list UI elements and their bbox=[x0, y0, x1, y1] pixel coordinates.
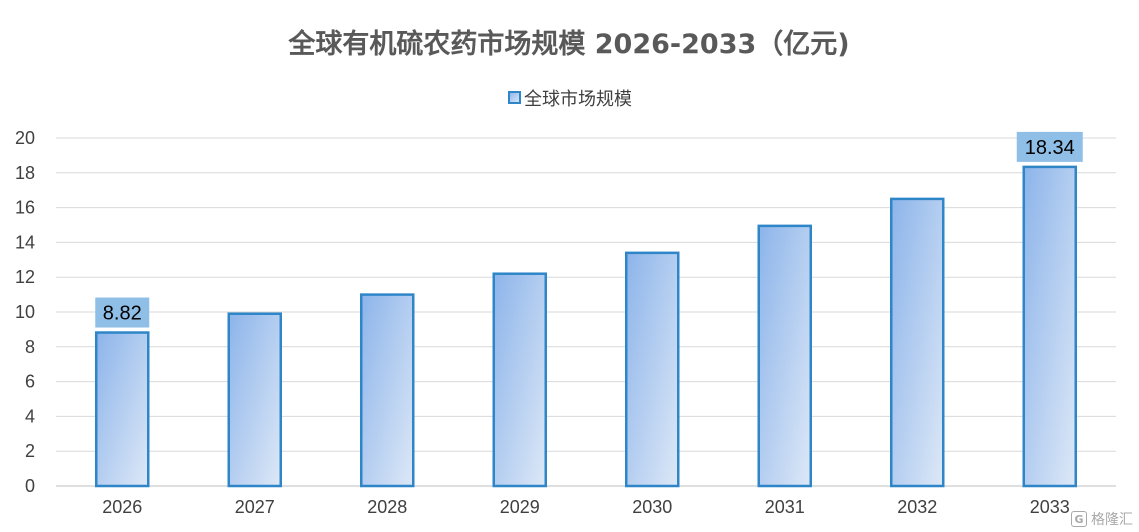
legend: 全球市场规模 bbox=[508, 89, 632, 110]
legend-label: 全球市场规模 bbox=[524, 89, 632, 110]
bar-2026 bbox=[95, 331, 150, 488]
g-logo-icon: G bbox=[1071, 511, 1087, 527]
watermark: G 格隆汇 bbox=[1071, 509, 1133, 529]
y-tick-label: 2 bbox=[25, 441, 35, 461]
bar-2030 bbox=[625, 251, 680, 488]
bars bbox=[95, 165, 1077, 488]
bar-2033 bbox=[1022, 165, 1077, 488]
y-tick-label: 0 bbox=[25, 476, 35, 496]
watermark-text: 格隆汇 bbox=[1091, 512, 1133, 528]
chart-title: 全球有机硫农药市场规模 2026-2033（亿元) bbox=[287, 28, 849, 60]
x-axis-ticks: 2026 2027 2028 2029 2030 2031 2032 2033 bbox=[102, 497, 1070, 517]
y-axis-ticks: 0 2 4 6 8 10 12 14 16 18 20 bbox=[15, 128, 35, 496]
y-tick-label: 18 bbox=[15, 163, 35, 183]
x-tick-label: 2029 bbox=[500, 497, 540, 517]
x-tick-label: 2027 bbox=[235, 497, 275, 517]
grid bbox=[56, 137, 1116, 487]
y-tick-label: 16 bbox=[15, 198, 35, 218]
bar-2028 bbox=[360, 293, 415, 488]
x-tick-label: 2031 bbox=[765, 497, 805, 517]
x-tick-label: 2028 bbox=[367, 497, 407, 517]
data-label-box bbox=[95, 297, 150, 328]
y-tick-label: 6 bbox=[25, 372, 35, 392]
y-tick-label: 14 bbox=[15, 232, 35, 252]
data-label-2026: 8.82 bbox=[103, 303, 142, 325]
bar-2027 bbox=[227, 312, 282, 488]
y-tick-label: 12 bbox=[15, 267, 35, 287]
y-tick-label: 4 bbox=[25, 406, 35, 426]
x-tick-label: 2032 bbox=[897, 497, 937, 517]
legend-swatch bbox=[508, 91, 521, 104]
y-tick-label: 8 bbox=[25, 337, 35, 357]
bar-2032 bbox=[890, 197, 945, 488]
data-label-box bbox=[1016, 131, 1083, 162]
data-label-2033: 18.34 bbox=[1025, 137, 1075, 159]
x-tick-label: 2026 bbox=[102, 497, 142, 517]
data-labels: 8.82 18.34 bbox=[95, 131, 1083, 328]
y-tick-label: 20 bbox=[15, 128, 35, 148]
bar-2029 bbox=[492, 272, 547, 488]
x-tick-label: 2033 bbox=[1030, 497, 1070, 517]
bar-2031 bbox=[757, 224, 812, 488]
x-tick-label: 2030 bbox=[632, 497, 672, 517]
y-tick-label: 10 bbox=[15, 302, 35, 322]
